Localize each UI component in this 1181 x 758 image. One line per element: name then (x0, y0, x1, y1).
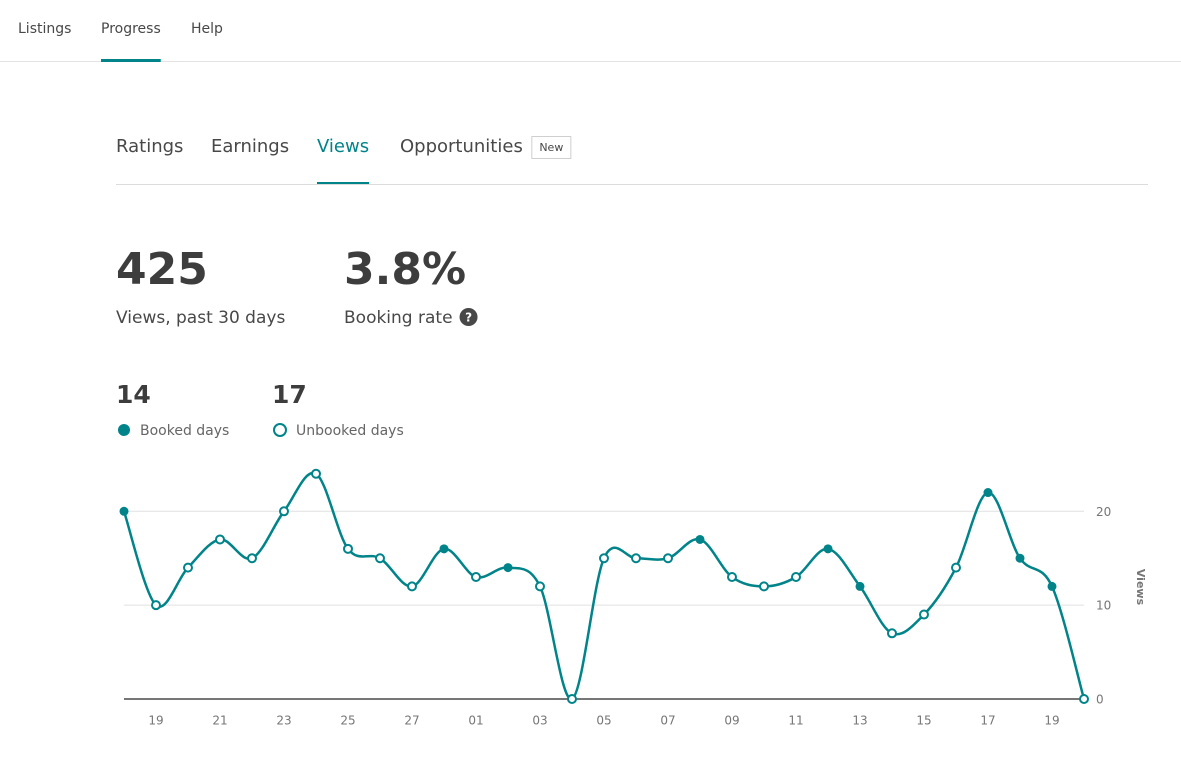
x-tick-label: 13 (852, 714, 867, 728)
help-glyph: ? (465, 311, 472, 325)
unbooked-point (791, 572, 801, 582)
y-axis-label: Views (1134, 569, 1147, 606)
x-tick-label: 03 (532, 714, 547, 728)
unbooked-point (663, 553, 673, 564)
stat-label: Booking rate (344, 308, 453, 328)
x-tick-label: 21 (212, 714, 227, 728)
booked-point (1047, 581, 1057, 591)
stat-value: 3.8% (344, 244, 466, 295)
help-icon[interactable] (459, 308, 478, 326)
unbooked-point (951, 562, 961, 573)
x-tick-label: 17 (980, 714, 995, 728)
nav-item[interactable]: Listings (18, 21, 71, 37)
unbooked-point (151, 600, 161, 611)
booked-point (439, 544, 449, 554)
tab-underline (317, 182, 370, 184)
unbooked-point (727, 572, 737, 582)
unbooked-point (1079, 694, 1089, 704)
unbooked-point (247, 553, 257, 564)
unbooked-point (759, 581, 769, 592)
unbooked-point (407, 581, 417, 592)
nav-underline (101, 59, 161, 62)
booked-point (503, 563, 513, 573)
legend-label: Booked days (140, 423, 229, 439)
booked-point (695, 534, 705, 544)
legend-label: Unbooked days (296, 423, 404, 439)
x-tick-label: 07 (660, 714, 675, 728)
legend-marker (118, 424, 130, 436)
legend-marker (273, 423, 287, 437)
x-tick-label: 23 (276, 714, 291, 728)
legend-value: 14 (116, 380, 151, 409)
x-tick-label: 19 (148, 714, 163, 728)
stat-value: 425 (116, 244, 208, 295)
booked-point (855, 581, 865, 591)
booked-point (983, 488, 993, 498)
unbooked-point (311, 468, 321, 479)
x-tick-label: 11 (788, 714, 803, 728)
unbooked-point (215, 534, 225, 545)
unbooked-point (183, 562, 193, 573)
unbooked-point (599, 553, 609, 564)
x-tick-label: 25 (340, 714, 355, 728)
tab[interactable]: Earnings (211, 136, 289, 157)
unbooked-point (567, 694, 577, 704)
unbooked-point (631, 553, 641, 564)
unbooked-point (919, 609, 929, 620)
badge-box (531, 136, 572, 159)
booked-point (1015, 553, 1025, 563)
unbooked-point (471, 572, 481, 582)
y-tick-label: 20 (1096, 505, 1111, 519)
x-tick-label: 27 (404, 714, 419, 728)
unbooked-point (535, 581, 545, 592)
x-tick-label: 01 (468, 714, 483, 728)
tab[interactable]: Views (317, 136, 369, 157)
badge: New (539, 141, 563, 154)
line (122, 471, 1086, 701)
nav-item[interactable]: Help (191, 21, 223, 37)
legend-value: 17 (272, 380, 307, 409)
booked-point (119, 506, 129, 516)
tab[interactable]: Ratings (116, 136, 183, 157)
unbooked-point (887, 628, 897, 639)
nav-item[interactable]: Progress (101, 21, 161, 37)
unbooked-point (375, 553, 385, 564)
x-tick-label: 15 (916, 714, 931, 728)
y-tick-label: 10 (1096, 599, 1111, 613)
unbooked-point (279, 506, 289, 517)
y-tick-label: 0 (1096, 693, 1104, 707)
x-tick-label: 19 (1044, 714, 1059, 728)
booked-point (823, 544, 833, 554)
unbooked-point (343, 543, 353, 554)
x-tick-label: 09 (724, 714, 739, 728)
tab[interactable]: Opportunities (400, 136, 523, 157)
x-tick-label: 05 (596, 714, 611, 728)
stat-label: Views, past 30 days (116, 308, 285, 328)
